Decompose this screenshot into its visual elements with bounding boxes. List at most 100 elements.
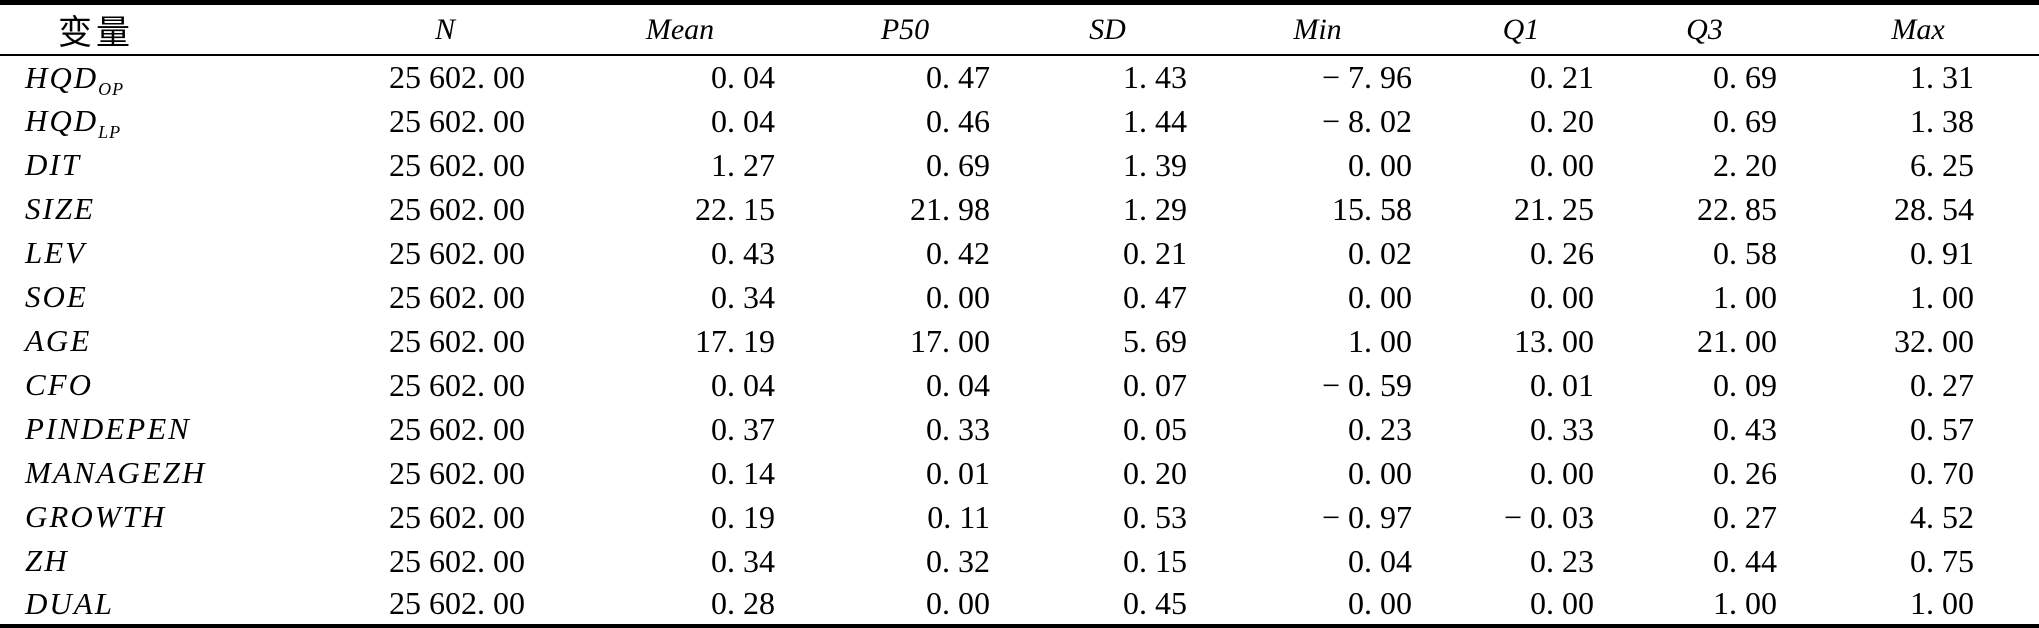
cell-p50: 21. 98: [910, 190, 990, 227]
cell-mean: 0. 19: [711, 498, 775, 535]
cell-mean: 0. 04: [711, 59, 775, 95]
column-header-sd: SD: [1089, 12, 1126, 46]
cell-max: 0. 75: [1910, 542, 1974, 579]
cell-q1: 0. 33: [1530, 410, 1594, 447]
cell-q3: 0. 09: [1713, 366, 1777, 403]
column-header-min: Min: [1293, 12, 1342, 46]
cell-q1: 13. 00: [1514, 322, 1594, 359]
row-label: MANAGEZH: [0, 451, 330, 495]
cell-min: − 0. 97: [1321, 498, 1412, 535]
row-label: AGE: [0, 319, 330, 363]
cell-p50: 0. 69: [926, 146, 990, 183]
cell-mean: 0. 04: [711, 102, 775, 139]
cell-min: − 0. 59: [1321, 366, 1412, 403]
variable-name: PINDEPEN: [25, 411, 191, 446]
table-body: HQDOP 25 602. 00 0. 04 0. 47 1. 43− 7. 96 0. …: [0, 55, 2039, 627]
cell-max: 28. 54: [1894, 190, 1974, 227]
cell-sd: 1. 44: [1123, 102, 1187, 139]
row-label: PINDEPEN: [0, 407, 330, 451]
variable-name: SOE: [25, 279, 88, 314]
cell-q3: 0. 26: [1713, 454, 1777, 491]
variable-name: ZH: [25, 543, 69, 578]
column-header-n: N: [434, 12, 455, 46]
cell-mean: 0. 37: [711, 410, 775, 447]
row-label: GROWTH: [0, 495, 330, 539]
cell-sd: 0. 05: [1123, 410, 1187, 447]
cell-q3: 1. 00: [1713, 585, 1777, 621]
cell-q1: 0. 00: [1530, 278, 1594, 315]
cell-q1: 0. 21: [1530, 59, 1594, 95]
column-header-p50: P50: [880, 12, 930, 46]
cell-p50: 17. 00: [910, 322, 990, 359]
cell-q3: 22. 85: [1697, 190, 1777, 227]
cell-min: 0. 00: [1348, 278, 1412, 315]
row-label: DIT: [0, 143, 330, 187]
column-header-max: Max: [1891, 12, 1945, 46]
cell-n: 25 602. 00: [389, 366, 525, 403]
cell-max: 0. 91: [1910, 234, 1974, 271]
column-header-q3: Q3: [1686, 12, 1723, 46]
cell-max: 4. 52: [1910, 498, 1974, 535]
cell-q3: 0. 27: [1713, 498, 1777, 535]
cell-sd: 0. 20: [1123, 454, 1187, 491]
cell-max: 0. 27: [1910, 366, 1974, 403]
header-row: 变量 N Mean P50 SD Min Q1 Q3 Max: [0, 3, 2039, 55]
cell-p50: 0. 46: [926, 102, 990, 139]
variable-name: HQD: [25, 103, 99, 138]
cell-q1: 21. 25: [1514, 190, 1594, 227]
row-label: HQDLP: [0, 99, 330, 143]
variable-name: GROWTH: [25, 499, 167, 534]
cell-max: 1. 38: [1910, 102, 1974, 139]
cell-n: 25 602. 00: [389, 190, 525, 227]
cell-q1: 0. 20: [1530, 102, 1594, 139]
cell-mean: 0. 43: [711, 234, 775, 271]
cell-min: − 7. 96: [1321, 59, 1412, 95]
cell-p50: 0. 42: [926, 234, 990, 271]
cell-n: 25 602. 00: [389, 322, 525, 359]
cell-q3: 0. 43: [1713, 410, 1777, 447]
cell-max: 6. 25: [1910, 146, 1974, 183]
variable-name: DIT: [25, 147, 81, 182]
cell-mean: 0. 34: [711, 278, 775, 315]
cell-p50: 0. 33: [926, 410, 990, 447]
table-row: HQDOP 25 602. 00 0. 04 0. 47 1. 43 − 7. 96 0. …: [0, 55, 2039, 99]
cell-sd: 0. 15: [1123, 542, 1187, 579]
variable-name: LEV: [25, 235, 87, 270]
cell-sd: 0. 21: [1123, 234, 1187, 271]
row-label: HQDOP: [0, 55, 330, 99]
cell-q3: 0. 44: [1713, 542, 1777, 579]
row-label: ZH: [0, 539, 330, 583]
variable-subscript: OP: [98, 78, 125, 99]
cell-n: 25 602. 00: [389, 585, 525, 621]
row-label: SOE: [0, 275, 330, 319]
variable-name: SIZE: [25, 191, 95, 226]
cell-mean: 1. 27: [711, 146, 775, 183]
cell-mean: 0. 34: [711, 542, 775, 579]
cell-q1: 0. 00: [1530, 454, 1594, 491]
cell-q1: 0. 23: [1530, 542, 1594, 579]
cell-q1: 0. 26: [1530, 234, 1594, 271]
cell-sd: 1. 39: [1123, 146, 1187, 183]
variable-name: HQD: [25, 59, 99, 95]
cell-mean: 22. 15: [695, 190, 775, 227]
cell-max: 0. 57: [1910, 410, 1974, 447]
table-row: PINDEPEN 25 602. 00 0. 37 0. 33 0. 05 0. 23 0.…: [0, 407, 2039, 451]
row-label: CFO: [0, 363, 330, 407]
cell-min: 0. 02: [1348, 234, 1412, 271]
cell-p50: 0. 00: [926, 585, 990, 621]
table-row: ZH 25 602. 00 0. 34 0. 32 0. 15 0. 04 0. 23 0. …: [0, 539, 2039, 583]
column-header-mean: Mean: [645, 12, 715, 46]
cell-p50: 0. 11: [927, 498, 990, 535]
table-row: CFO 25 602. 00 0. 04 0. 04 0. 07 − 0. 59 0. 01…: [0, 363, 2039, 407]
cell-p50: 0. 01: [926, 454, 990, 491]
cell-sd: 0. 45: [1123, 585, 1187, 621]
cell-max: 0. 70: [1910, 454, 1974, 491]
cell-mean: 0. 04: [711, 366, 775, 403]
cell-n: 25 602. 00: [389, 454, 525, 491]
cell-max: 1. 00: [1910, 278, 1974, 315]
cell-p50: 0. 47: [926, 59, 990, 95]
table-row: HQDLP 25 602. 00 0. 04 0. 46 1. 44 − 8. 02 0. …: [0, 99, 2039, 143]
cell-p50: 0. 00: [926, 278, 990, 315]
cell-min: 0. 00: [1348, 585, 1412, 621]
